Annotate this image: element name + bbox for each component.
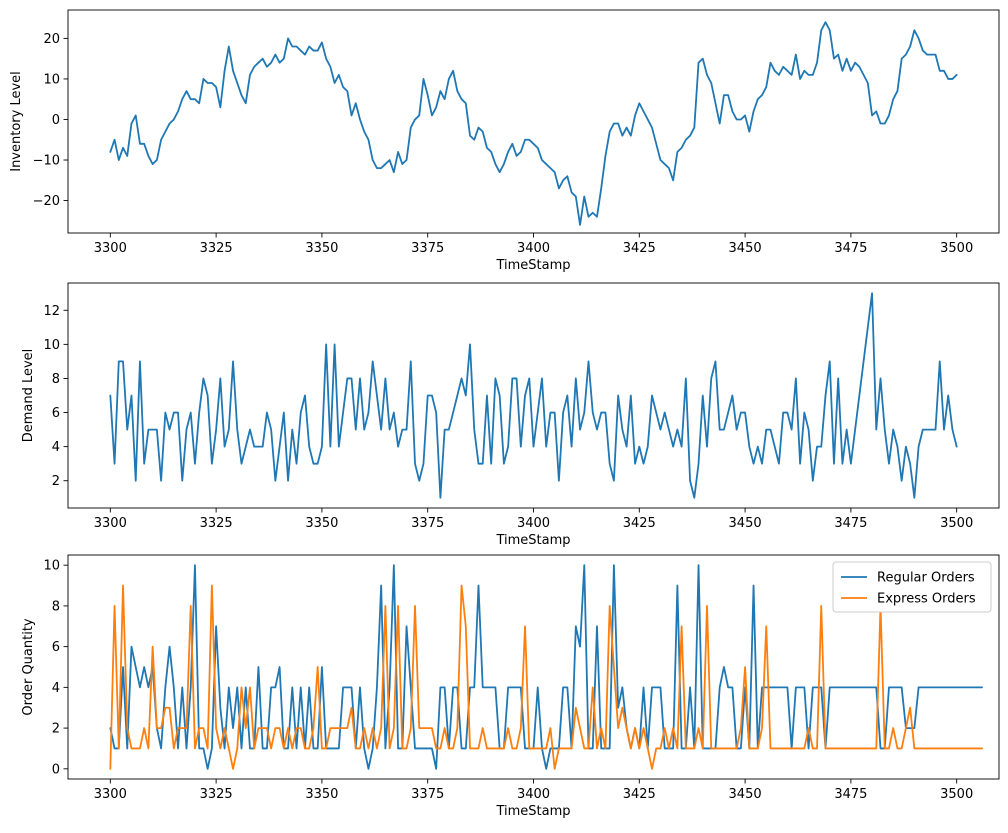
y-tick-label: 10 [43, 338, 60, 353]
y-tick-label: 2 [52, 722, 60, 737]
subplot-3: 3300 3325 3350 3375 3400 3425 3450 3475 3500 0 2 4 6… [21, 554, 1000, 819]
x-axis-label: TimeStamp [495, 258, 570, 273]
y-tick-label: −10 [33, 154, 60, 169]
x-tick-label: 3400 [517, 787, 550, 802]
series-line-1 [109, 292, 958, 499]
x-tick-label: 3375 [411, 241, 444, 256]
x-tick-label: 3450 [729, 787, 762, 802]
x-tick-label: 3300 [94, 241, 127, 256]
x-tick-label: 3500 [940, 787, 973, 802]
y-tick-label: 20 [43, 32, 60, 47]
x-tick-label: 3450 [729, 241, 762, 256]
x-tick-label: 3450 [729, 516, 762, 531]
x-tick-label: 3375 [411, 787, 444, 802]
y-tick-label: 0 [52, 113, 60, 128]
x-tick-label: 3425 [623, 787, 656, 802]
y-tick-label: 4 [52, 681, 60, 696]
x-tick-label: 3350 [305, 241, 338, 256]
y-tick-label: 8 [52, 599, 60, 614]
legend: Regular Orders Express Orders [832, 561, 992, 613]
legend-label: Express Orders [877, 592, 976, 607]
y-tick-label: 2 [52, 474, 60, 489]
x-tick-label: 3325 [200, 516, 233, 531]
y-tick-label: 6 [52, 406, 60, 421]
x-axis-label: TimeStamp [495, 533, 570, 548]
y-tick-label: 4 [52, 440, 60, 455]
y-tick-label: −20 [33, 194, 60, 209]
subplot-2: 3300 3325 3350 3375 3400 3425 3450 3475 3500 2 4 6 8… [21, 282, 1000, 548]
series-line-regular-orders [109, 564, 983, 770]
x-tick-label: 3475 [834, 787, 867, 802]
x-tick-label: 3500 [940, 516, 973, 531]
y-tick-label: 10 [43, 559, 60, 574]
x-tick-label: 3350 [305, 787, 338, 802]
y-axis-label: Inventory Level [9, 71, 24, 172]
legend-label: Regular Orders [877, 571, 975, 586]
y-axis-label: Demand Level [21, 349, 36, 443]
x-tick-label: 3325 [200, 787, 233, 802]
x-tick-label: 3400 [517, 241, 550, 256]
y-axis-label: Order Quantity [21, 618, 36, 716]
y-tick-label: 12 [43, 304, 60, 319]
series-line-1 [109, 21, 958, 226]
x-tick-label: 3425 [623, 241, 656, 256]
x-tick-label: 3350 [305, 516, 338, 531]
series-line-express-orders [109, 584, 983, 770]
x-tick-label: 3325 [200, 241, 233, 256]
x-axis-label: TimeStamp [495, 804, 570, 819]
y-tick-label: 6 [52, 640, 60, 655]
y-tick-label: 8 [52, 372, 60, 387]
x-tick-label: 3300 [94, 787, 127, 802]
x-tick-label: 3475 [834, 516, 867, 531]
x-tick-label: 3425 [623, 516, 656, 531]
x-tick-label: 3400 [517, 516, 550, 531]
subplot-1: 3300 3325 3350 3375 3400 3425 3450 3475 3500 −20 −… [9, 9, 1000, 273]
x-tick-label: 3475 [834, 241, 867, 256]
x-tick-label: 3500 [940, 241, 973, 256]
y-tick-label: 10 [43, 72, 60, 87]
x-tick-label: 3375 [411, 516, 444, 531]
y-tick-label: 0 [52, 762, 60, 777]
legend-box [832, 561, 992, 613]
x-tick-label: 3300 [94, 516, 127, 531]
